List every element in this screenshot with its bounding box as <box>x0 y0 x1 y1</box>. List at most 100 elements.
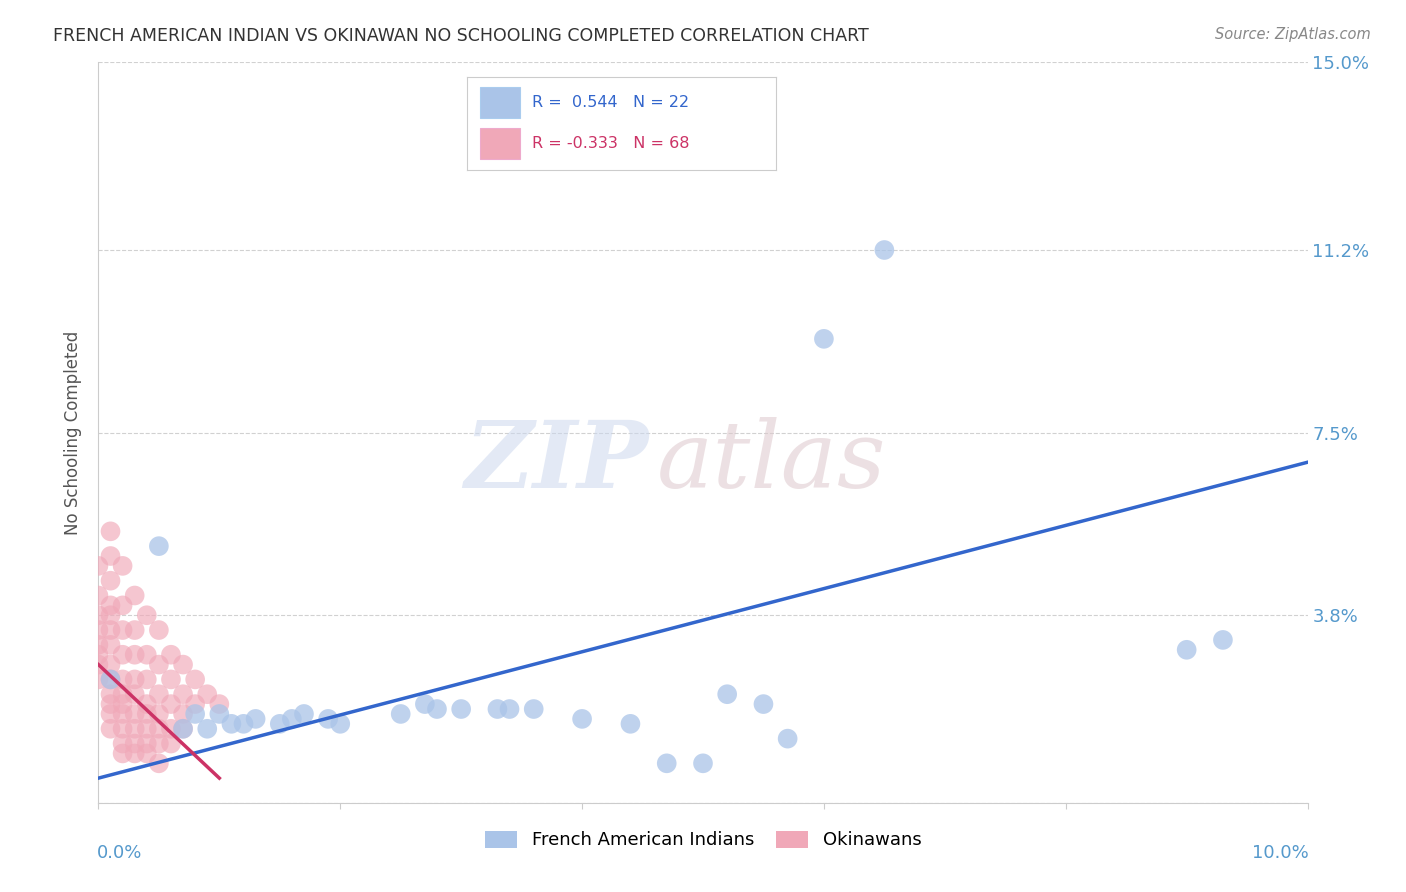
Point <box>195 722 218 736</box>
Point <box>87 638 110 652</box>
Point <box>124 648 146 662</box>
Point <box>124 722 146 736</box>
Point <box>100 524 122 539</box>
Point <box>87 558 110 573</box>
Point <box>160 697 183 711</box>
Point <box>486 702 509 716</box>
Point <box>172 706 194 721</box>
Point <box>232 716 254 731</box>
Point <box>208 697 231 711</box>
Point <box>523 702 546 716</box>
Point <box>111 687 134 701</box>
Point <box>172 722 194 736</box>
Point <box>87 589 110 603</box>
Point <box>245 712 267 726</box>
Point <box>172 722 194 736</box>
Point <box>426 702 449 716</box>
Point <box>619 716 641 731</box>
Point <box>281 712 304 726</box>
Point <box>100 549 122 563</box>
Point <box>100 599 122 613</box>
Y-axis label: No Schooling Completed: No Schooling Completed <box>65 331 83 534</box>
Legend: French American Indians, Okinawans: French American Indians, Okinawans <box>478 823 928 856</box>
Point <box>111 747 134 761</box>
Point <box>148 687 170 701</box>
Point <box>100 623 122 637</box>
Point <box>208 706 231 721</box>
Point <box>692 756 714 771</box>
Point <box>148 657 170 672</box>
Point <box>87 657 110 672</box>
Point <box>100 697 122 711</box>
Point <box>100 657 122 672</box>
Point <box>111 558 134 573</box>
Text: atlas: atlas <box>657 417 887 508</box>
Text: 10.0%: 10.0% <box>1251 844 1309 862</box>
Point <box>135 747 157 761</box>
Point <box>124 623 146 637</box>
Point <box>100 673 122 687</box>
Point <box>135 706 157 721</box>
Point <box>148 756 170 771</box>
Point <box>148 539 170 553</box>
Point <box>124 687 146 701</box>
Point <box>1175 642 1198 657</box>
Point <box>498 702 520 716</box>
Point <box>124 747 146 761</box>
Point <box>100 638 122 652</box>
Text: FRENCH AMERICAN INDIAN VS OKINAWAN NO SCHOOLING COMPLETED CORRELATION CHART: FRENCH AMERICAN INDIAN VS OKINAWAN NO SC… <box>53 27 869 45</box>
Point <box>87 623 110 637</box>
Point <box>413 697 436 711</box>
Point <box>135 673 157 687</box>
Point <box>655 756 678 771</box>
Point <box>87 673 110 687</box>
Point <box>172 687 194 701</box>
Point <box>450 702 472 716</box>
Point <box>184 697 207 711</box>
Point <box>292 706 315 721</box>
Text: ZIP: ZIP <box>464 417 648 508</box>
Point <box>135 697 157 711</box>
Point <box>135 648 157 662</box>
Point <box>716 687 738 701</box>
Point <box>571 712 593 726</box>
Point <box>100 706 122 721</box>
Point <box>100 722 122 736</box>
Point <box>124 706 146 721</box>
Point <box>160 673 183 687</box>
Point <box>111 722 134 736</box>
Point <box>148 722 170 736</box>
Point <box>1212 632 1234 647</box>
Point <box>100 608 122 623</box>
Point <box>135 608 157 623</box>
Point <box>148 623 170 637</box>
Point <box>752 697 775 711</box>
Point <box>160 737 183 751</box>
Text: Source: ZipAtlas.com: Source: ZipAtlas.com <box>1215 27 1371 42</box>
Point <box>100 673 122 687</box>
Point <box>221 716 243 731</box>
Point <box>316 712 339 726</box>
Point <box>124 589 146 603</box>
Point <box>100 687 122 701</box>
Point <box>389 706 412 721</box>
Point <box>100 574 122 588</box>
Point <box>111 673 134 687</box>
Point <box>135 737 157 751</box>
Point <box>172 657 194 672</box>
Point <box>776 731 799 746</box>
Text: 0.0%: 0.0% <box>97 844 142 862</box>
Point <box>269 716 291 731</box>
Point <box>111 737 134 751</box>
Point <box>195 687 218 701</box>
Point <box>160 722 183 736</box>
Point <box>111 623 134 637</box>
Point <box>124 673 146 687</box>
Point <box>148 737 170 751</box>
Point <box>111 706 134 721</box>
Point <box>813 332 835 346</box>
Point <box>873 243 896 257</box>
Point <box>135 722 157 736</box>
Point <box>148 706 170 721</box>
Point <box>111 599 134 613</box>
